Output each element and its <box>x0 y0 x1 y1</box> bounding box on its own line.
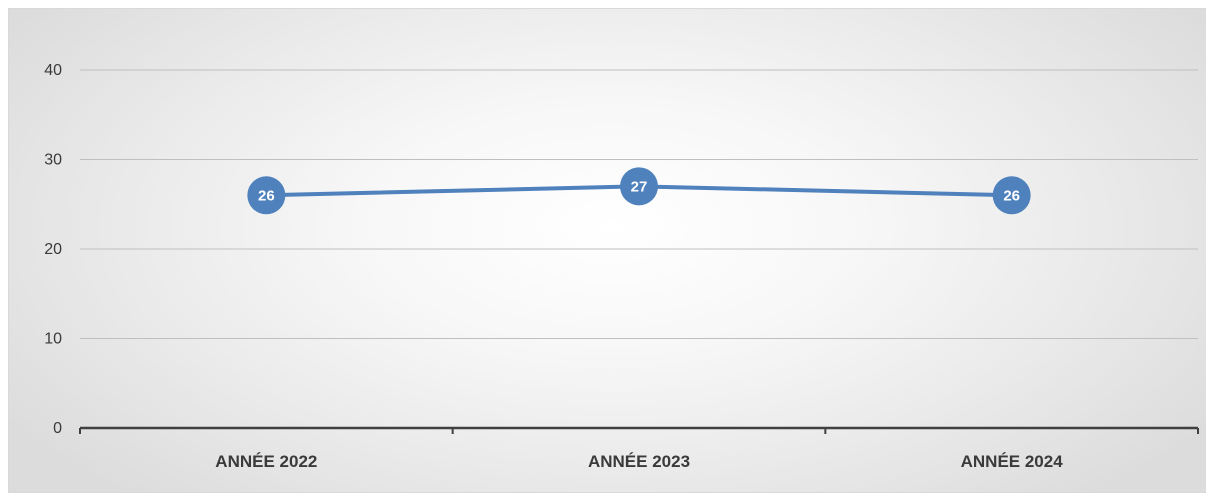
data-label-1: 27 <box>631 178 648 195</box>
data-label-2: 26 <box>1003 187 1020 204</box>
data-point-2 <box>992 176 1031 215</box>
chart-frame: 0 10 20 30 40 ANNÉE 2022 ANNÉE 2023 ANNÉE 2024… <box>8 8 1206 493</box>
line-chart: 0 10 20 30 40 ANNÉE 2022 ANNÉE 2023 ANNÉE 2024… <box>44 62 1199 471</box>
y-axis-tick-labels: 0 10 20 30 40 <box>44 62 62 437</box>
gridlines <box>80 69 1198 339</box>
series-layer: 26 27 26 <box>247 167 1031 215</box>
y-tick-label-10: 10 <box>44 331 62 348</box>
x-category-label-0: ANNÉE 2022 <box>215 452 317 471</box>
data-point-0 <box>247 176 286 215</box>
x-category-label-2: ANNÉE 2024 <box>961 452 1064 471</box>
x-axis-category-labels: ANNÉE 2022 ANNÉE 2023 ANNÉE 2024 <box>215 452 1063 471</box>
x-category-label-1: ANNÉE 2023 <box>588 452 690 471</box>
y-tick-label-30: 30 <box>44 152 62 169</box>
y-tick-label-0: 0 <box>53 420 62 437</box>
y-tick-label-20: 20 <box>44 241 62 258</box>
x-axis <box>79 426 1199 434</box>
data-label-0: 26 <box>258 187 275 204</box>
y-tick-label-40: 40 <box>44 62 62 79</box>
data-point-1 <box>620 167 658 206</box>
